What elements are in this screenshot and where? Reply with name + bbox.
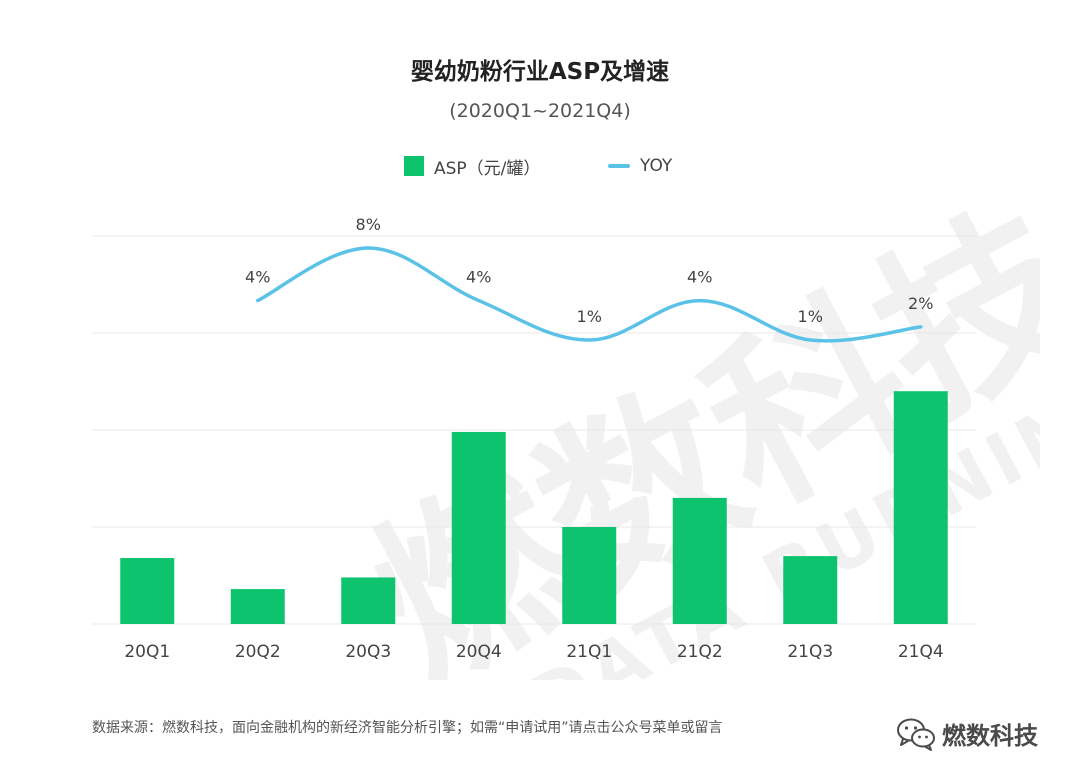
x-tick-label: 21Q3 (787, 642, 833, 662)
data-label-yoy: 1% (798, 307, 823, 326)
chart-title: 婴幼奶粉行业ASP及增速 (410, 59, 670, 85)
data-label-yoy: 8% (356, 215, 381, 234)
legend-line-yoy (608, 164, 630, 168)
bar-asp-21Q2 (672, 497, 727, 624)
x-tick-label: 21Q1 (566, 642, 612, 662)
bar-asp-21Q1 (562, 527, 617, 624)
data-label-yoy: 1% (577, 307, 602, 326)
x-tick-label: 21Q4 (898, 642, 944, 662)
bar-asp-20Q3 (341, 577, 396, 624)
bar-asp-21Q3 (783, 556, 838, 624)
x-tick-label: 21Q2 (677, 642, 723, 662)
brand-name: 燃数科技 (942, 722, 1038, 750)
source-note: 数据来源：燃数科技，面向金融机构的新经济智能分析引擎；如需“申请试用”请点击公众… (92, 720, 723, 736)
x-tick-label: 20Q1 (124, 642, 170, 662)
legend-label-yoy: YOY (640, 156, 673, 176)
legend-item-asp: ASP（元/罐） (404, 152, 540, 180)
bar-asp-20Q1 (120, 558, 175, 624)
data-label-yoy: 4% (466, 268, 491, 287)
bar-asp-20Q4 (451, 431, 506, 624)
chart-legend: ASP（元/罐） YOY (0, 152, 1080, 180)
wechat-icon (897, 718, 935, 751)
data-label-yoy: 2% (908, 294, 933, 313)
brand: 燃数科技 (896, 716, 1038, 751)
bar-asp-20Q2 (230, 589, 285, 624)
bar-asp-21Q4 (893, 391, 948, 624)
x-tick-label: 20Q4 (456, 642, 502, 662)
x-tick-label: 20Q3 (345, 642, 391, 662)
legend-label-asp: ASP（元/罐） (434, 158, 541, 179)
line-yoy (256, 246, 923, 343)
legend-swatch-asp (404, 156, 424, 176)
data-label-yoy: 4% (687, 268, 712, 287)
data-label-yoy: 4% (245, 268, 270, 287)
x-tick-label: 20Q2 (235, 642, 281, 662)
chart-subtitle: (2020Q1~2021Q4) (449, 100, 631, 122)
chart-canvas: 20Q1 20Q2 20Q3 20Q4 21Q1 21Q2 21Q3 21Q4 4% 8% 4% 1%… (92, 215, 976, 662)
legend-item-yoy: YOY (608, 152, 672, 180)
